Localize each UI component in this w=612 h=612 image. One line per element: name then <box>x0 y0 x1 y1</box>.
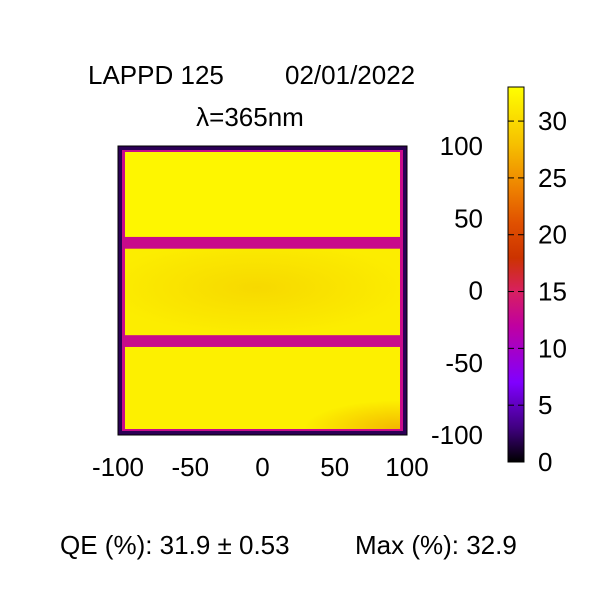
qe-summary: QE (%): 31.9 ± 0.53 <box>60 530 290 560</box>
x-axis-ticks: -100 -50 0 50 100 <box>92 452 429 482</box>
colorbar-tick-label: 30 <box>538 106 567 136</box>
y-tick-label: 100 <box>440 131 483 161</box>
chart-subtitle: λ=365nm <box>196 102 304 132</box>
colorbar <box>507 86 525 463</box>
y-tick-label: 50 <box>454 203 483 233</box>
colorbar-tick-label: 0 <box>538 447 552 477</box>
heatmap-area <box>117 145 408 436</box>
colorbar-tick-label: 20 <box>538 220 567 250</box>
x-tick-label: 50 <box>320 452 349 482</box>
colorbar-tick-label: 5 <box>538 390 552 420</box>
y-tick-label: 0 <box>469 276 483 306</box>
colorbar-tick-label: 10 <box>538 333 567 363</box>
colorbar-tick-label: 25 <box>538 163 567 193</box>
heatmap-corner-shading <box>125 346 400 429</box>
y-tick-label: -50 <box>445 348 483 378</box>
chart-title-left: LAPPD 125 <box>88 60 224 90</box>
colorbar-tick-label: 15 <box>538 277 567 307</box>
heatmap-panel-shading <box>125 248 400 336</box>
y-tick-label: -100 <box>431 420 483 450</box>
x-tick-label: -50 <box>171 452 209 482</box>
x-tick-label: -100 <box>92 452 144 482</box>
max-summary: Max (%): 32.9 <box>355 530 517 560</box>
chart-title-date: 02/01/2022 <box>285 60 415 90</box>
colorbar-ticks: 0 5 10 15 20 25 30 <box>508 106 567 477</box>
y-axis-ticks: 100 50 0 -50 -100 <box>431 131 483 450</box>
x-tick-label: 100 <box>385 452 428 482</box>
heatmap-panel-1 <box>125 152 400 237</box>
plot-border <box>117 145 408 436</box>
x-tick-label: 0 <box>255 452 269 482</box>
